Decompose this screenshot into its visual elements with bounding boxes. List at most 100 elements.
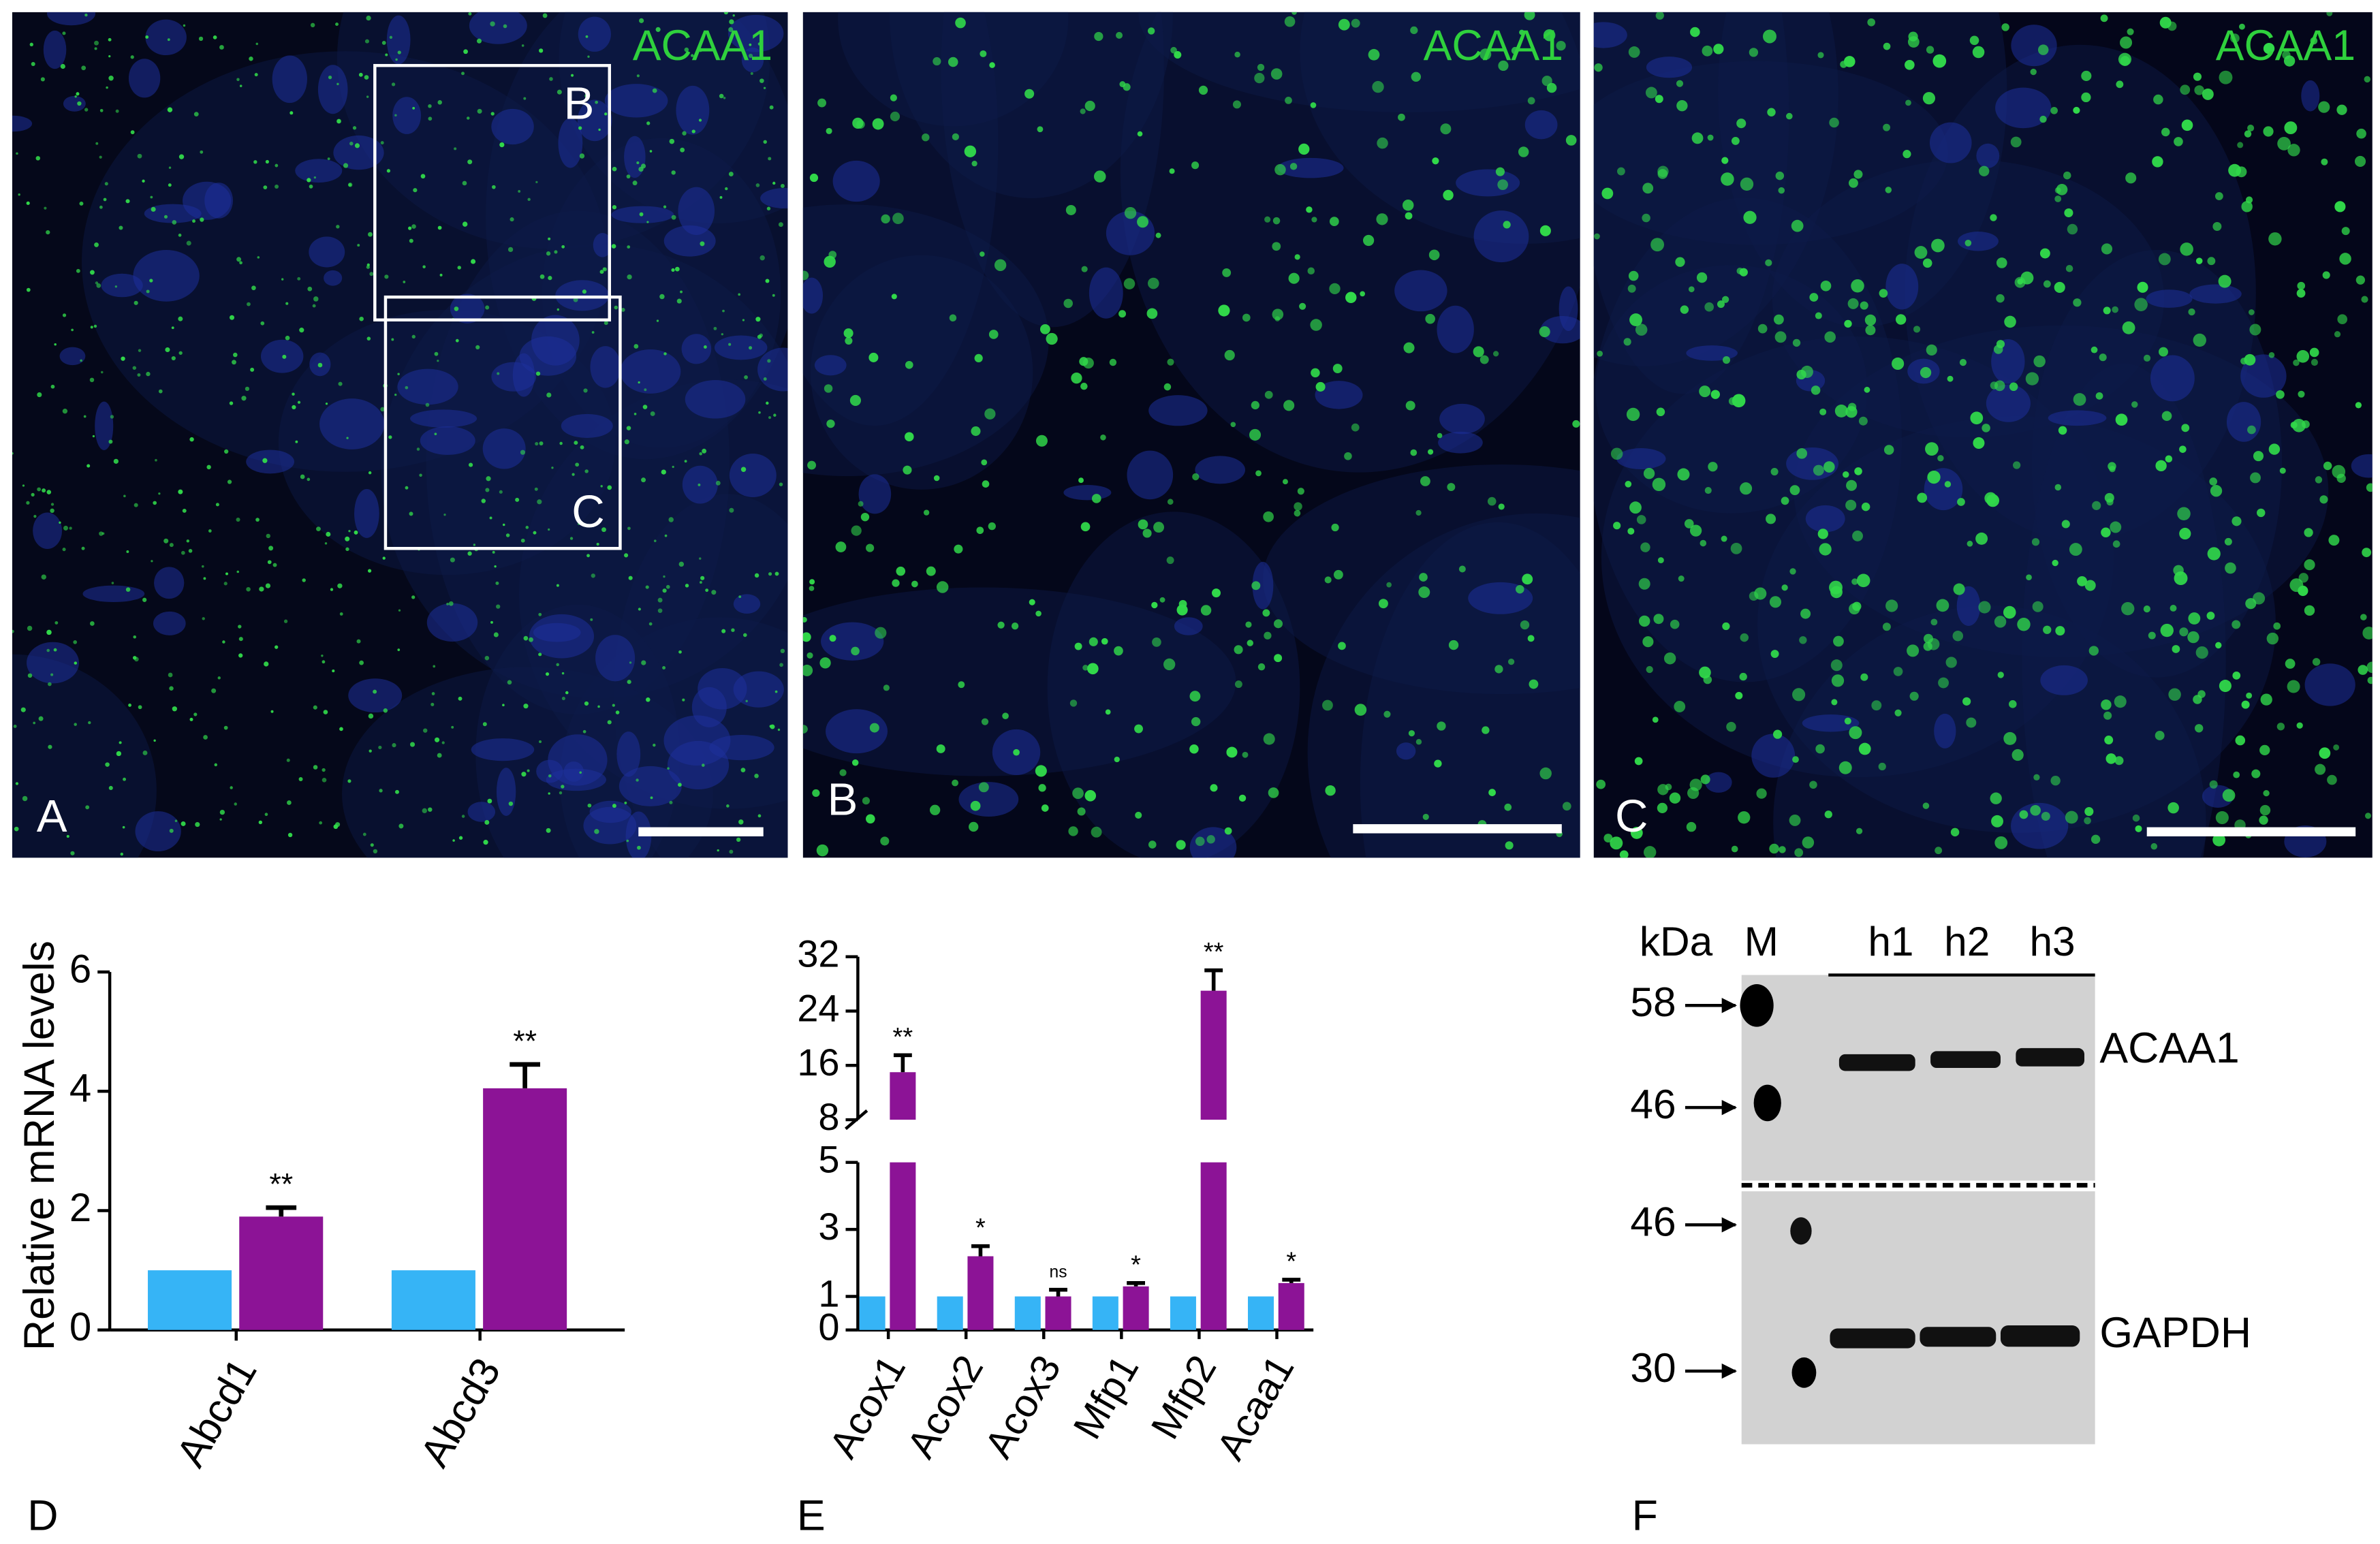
signal-dot	[1234, 51, 1240, 58]
signal-dot	[2259, 804, 2271, 816]
signal-dot	[2033, 355, 2046, 368]
signal-dot	[307, 178, 311, 183]
signal-dot	[178, 234, 182, 237]
signal-dot	[1274, 163, 1286, 176]
signal-dot	[138, 349, 142, 352]
signal-dot	[1817, 529, 1828, 539]
signal-dot	[31, 492, 35, 497]
signal-dot	[1773, 314, 1784, 325]
bar	[1092, 1296, 1118, 1330]
signal-dot	[1307, 267, 1315, 274]
signal-dot	[1505, 841, 1514, 850]
signal-dot	[336, 119, 341, 124]
signal-dot	[2321, 158, 2328, 166]
signal-dot	[1527, 97, 1535, 105]
signal-dot	[1931, 238, 1945, 253]
nucleus	[410, 409, 477, 428]
signal-dot	[2155, 730, 2165, 740]
signal-dot	[826, 127, 832, 134]
signal-dot	[2366, 661, 2373, 674]
signal-dot	[1867, 18, 1875, 27]
signal-dot	[644, 388, 647, 392]
signal-dot	[579, 771, 582, 774]
signal-dot	[2360, 614, 2367, 620]
signal-dot	[1819, 543, 1832, 556]
signal-dot	[1665, 783, 1672, 791]
signal-dot	[62, 409, 68, 414]
signal-dot	[1529, 679, 1539, 689]
signal-dot	[114, 285, 117, 288]
signal-dot	[2292, 419, 2306, 432]
signal-dot	[1065, 204, 1076, 215]
signal-dot	[1689, 524, 1702, 537]
signal-dot	[835, 541, 847, 552]
signal-dot	[1739, 672, 1747, 681]
signal-dot	[1071, 373, 1082, 384]
signal-dot	[548, 792, 550, 795]
signal-dot	[829, 635, 836, 642]
error-bar	[1049, 1287, 1067, 1297]
signal-dot	[539, 740, 542, 744]
signal-dot	[309, 185, 313, 189]
signal-dot	[381, 41, 386, 45]
marker-band	[1790, 1217, 1812, 1245]
signal-dot	[743, 633, 747, 637]
signal-dot	[270, 710, 274, 713]
western-blot: kDa M h1 h2 h3 58 46 46 30 ACAA1 GAPDH	[1630, 918, 2251, 1445]
signal-dot	[1118, 310, 1127, 318]
signal-dot	[123, 777, 127, 781]
nucleus	[133, 249, 200, 302]
signal-dot	[890, 94, 897, 101]
signal-dot	[819, 657, 831, 669]
signal-dot	[503, 24, 507, 29]
signal-dot	[1147, 277, 1159, 289]
signal-dot	[698, 48, 703, 52]
signal-dot	[971, 426, 981, 437]
signal-dot	[178, 489, 183, 494]
signal-dot	[153, 501, 157, 505]
signal-dot	[627, 274, 632, 280]
signal-dot	[626, 839, 629, 842]
signal-dot	[336, 225, 340, 229]
signal-dot	[1440, 123, 1452, 135]
signal-dot	[891, 294, 897, 300]
signal-dot	[1013, 749, 1020, 756]
signal-dot	[1332, 364, 1343, 373]
signal-dot	[2100, 14, 2108, 22]
signal-dot	[2009, 700, 2017, 708]
signal-dot	[441, 741, 445, 744]
signal-dot	[1192, 473, 1200, 481]
signal-dot	[1274, 654, 1283, 663]
signal-dot	[1756, 788, 1767, 799]
micrograph-texture	[1593, 12, 2373, 858]
signal-dot	[2033, 774, 2040, 781]
signal-dot	[680, 290, 683, 294]
nucleus	[272, 55, 307, 104]
signal-dot	[1437, 432, 1443, 439]
signal-dot	[494, 565, 497, 568]
signal-dot	[539, 441, 544, 445]
nucleus	[82, 585, 145, 603]
signal-dot	[597, 705, 600, 708]
signal-dot	[1232, 100, 1241, 109]
signal-dot	[736, 837, 741, 842]
signal-dot	[2050, 776, 2061, 786]
signal-dot	[2180, 84, 2191, 95]
signal-dot	[2355, 402, 2362, 409]
signal-dot	[477, 108, 482, 114]
signal-dot	[2152, 156, 2163, 168]
signal-dot	[169, 686, 174, 691]
signal-dot	[126, 550, 129, 553]
signal-dot	[1360, 291, 1366, 297]
signal-dot	[338, 381, 343, 386]
signal-dot	[263, 185, 268, 190]
signal-dot	[2266, 632, 2279, 645]
nucleus	[578, 16, 611, 52]
signal-dot	[1922, 258, 1932, 268]
signal-dot	[892, 579, 900, 587]
signal-dot	[255, 518, 260, 522]
nucleus	[153, 611, 186, 635]
signal-dot	[584, 469, 589, 473]
signal-dot	[74, 723, 77, 726]
